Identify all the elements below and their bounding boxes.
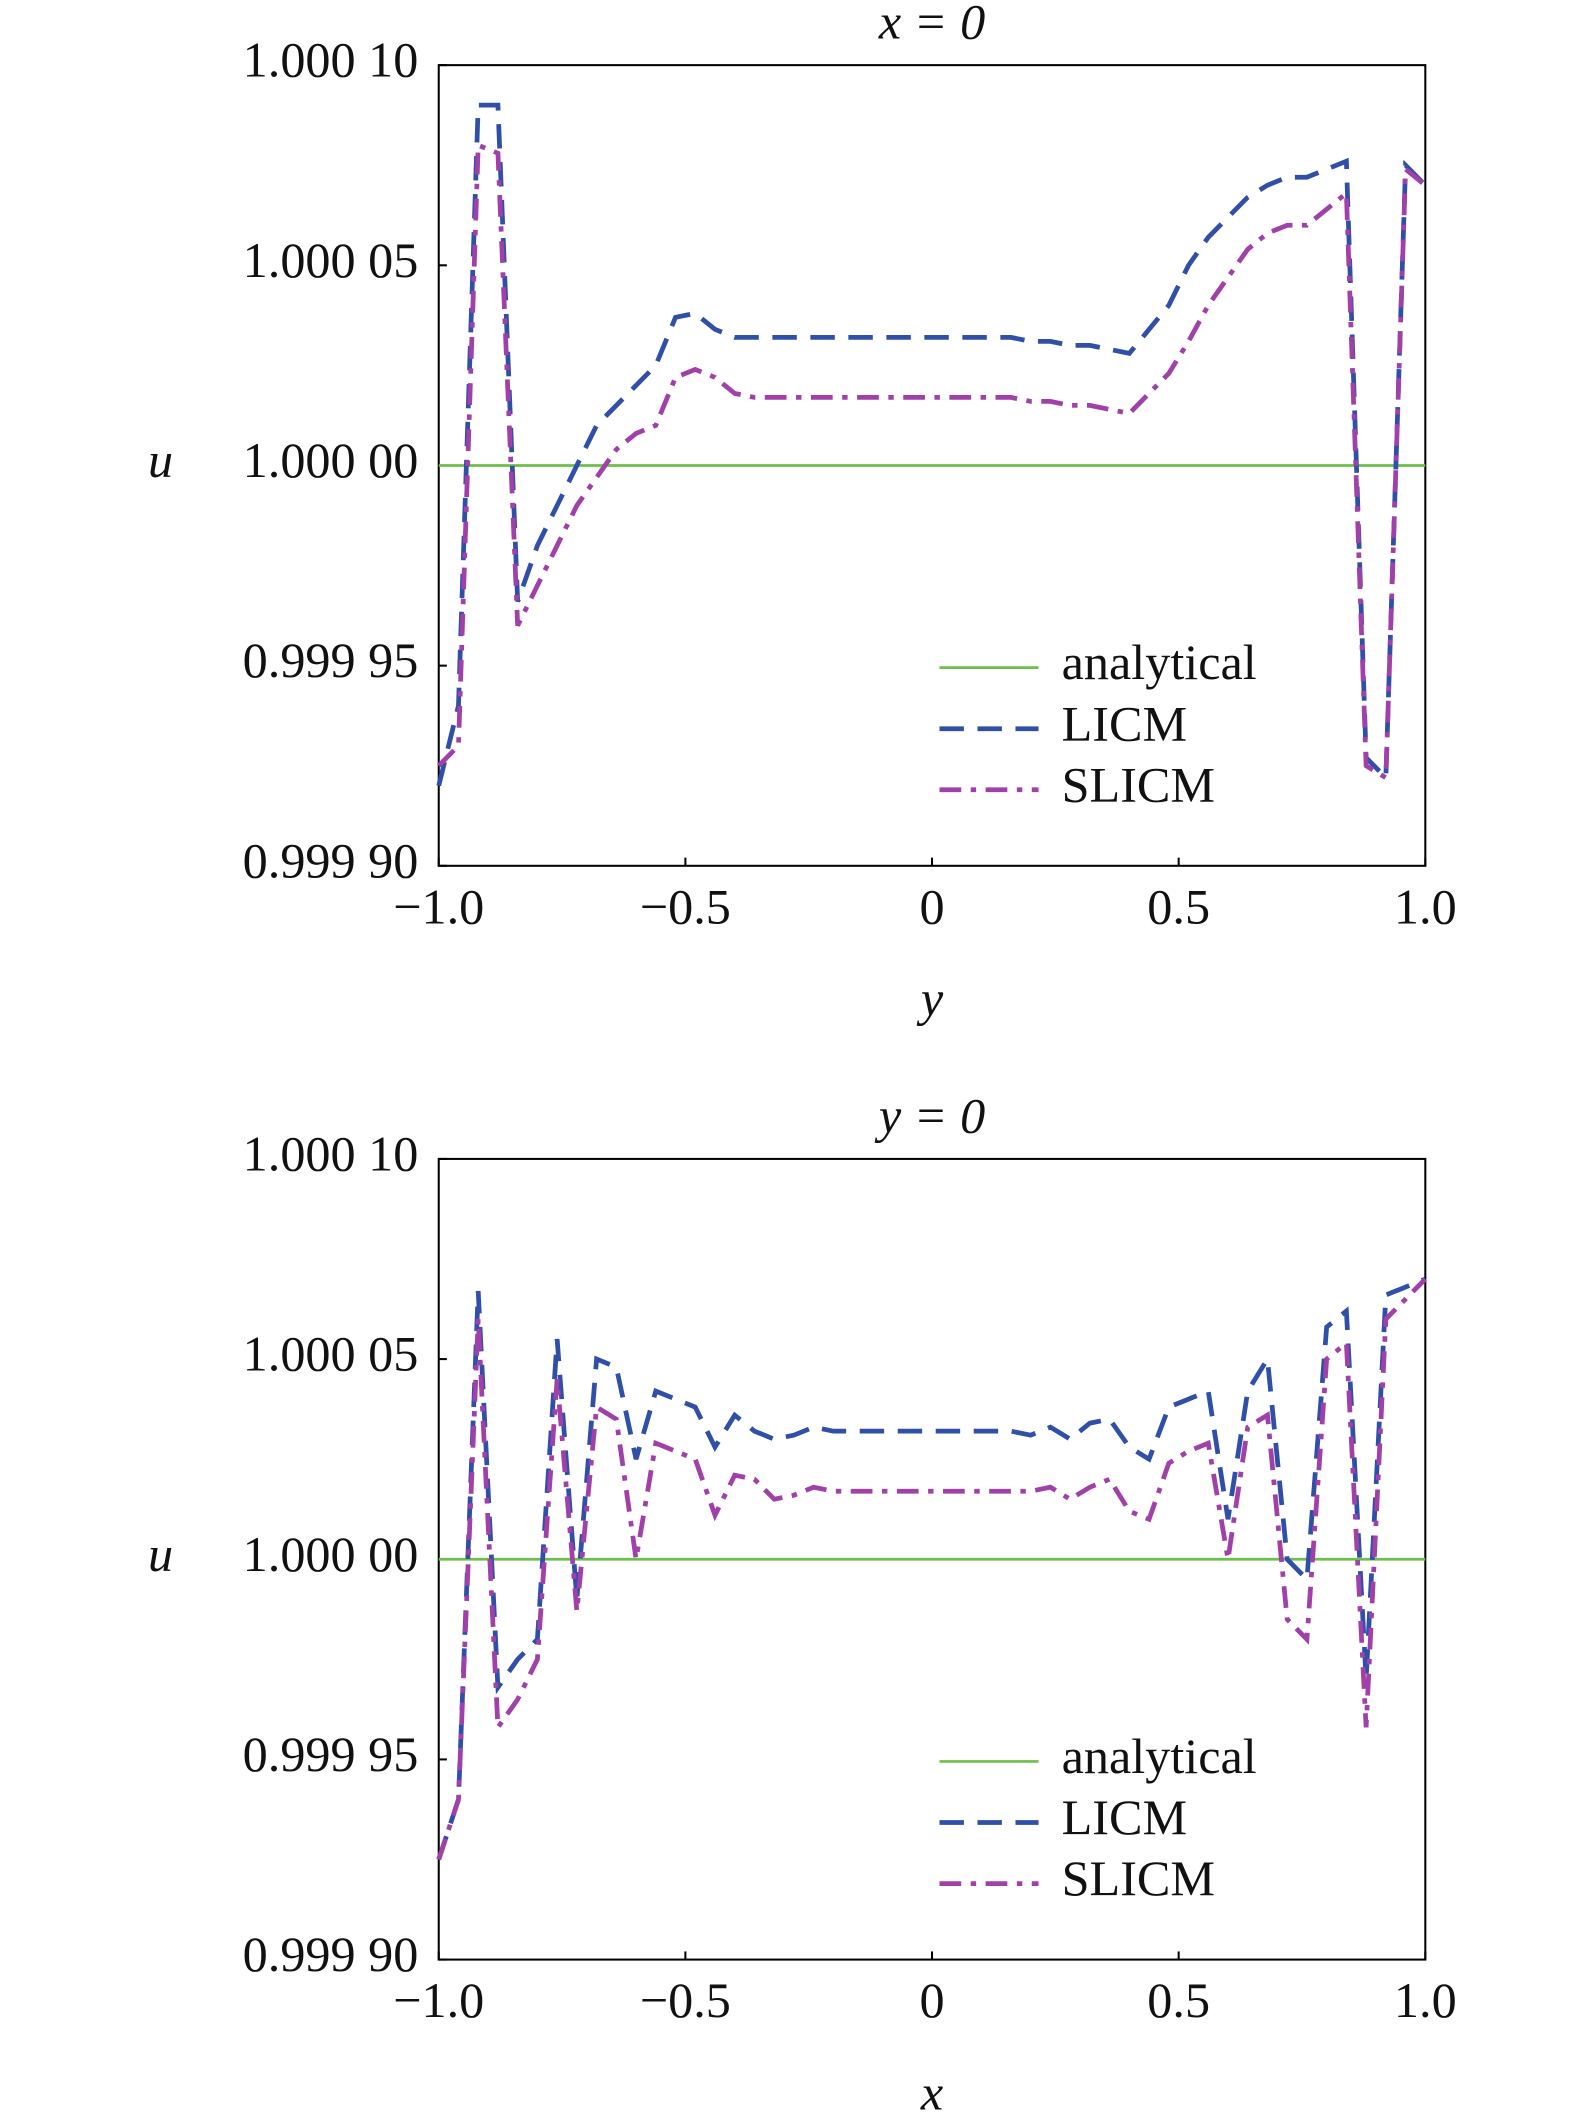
x-tick-label: −1.0: [393, 1972, 484, 2028]
y-axis-label: u: [148, 432, 173, 488]
legend-label: LICM: [1062, 695, 1188, 751]
x-axis-label: y: [916, 971, 944, 1027]
x-tick-label: 0.5: [1147, 878, 1210, 934]
x-tick-label: −0.5: [640, 878, 731, 934]
chart-title: x = 0: [878, 0, 985, 50]
series-line: [436, 1276, 1427, 1861]
y-tick-label: 1.000 00: [243, 432, 419, 488]
y-tick-label: 1.000 00: [243, 1526, 419, 1582]
y-tick-label: 1.000 05: [243, 1326, 419, 1382]
y-tick-label: 1.000 05: [243, 232, 419, 288]
x-tick-label: 0.5: [1147, 1972, 1210, 2028]
y-tick-label: 0.999 90: [243, 1926, 419, 1982]
series-line: [436, 102, 1428, 787]
x-tick-label: −1.0: [393, 878, 484, 934]
x-tick-label: 1.0: [1394, 878, 1457, 934]
x-axis-label: x: [920, 2065, 943, 2117]
legend-label: SLICM: [1062, 1850, 1215, 1906]
legend-label: LICM: [1062, 1789, 1188, 1845]
x-tick-label: 0: [919, 878, 944, 934]
y-axis-label: u: [148, 1526, 173, 1582]
x-tick-label: −0.5: [640, 1972, 731, 2028]
chart-title: y = 0: [874, 1087, 985, 1143]
y-tick-label: 0.999 95: [243, 632, 419, 688]
y-tick-label: 0.999 90: [243, 832, 419, 888]
legend-label: SLICM: [1062, 756, 1215, 812]
legend-label: analytical: [1062, 1728, 1257, 1784]
x-tick-label: 1.0: [1394, 1972, 1457, 2028]
y-tick-label: 1.000 10: [243, 32, 419, 88]
y-tick-label: 1.000 10: [243, 1125, 419, 1181]
x-tick-label: 0: [919, 1972, 944, 2028]
series-line: [436, 1277, 1428, 1861]
legend-label: analytical: [1062, 634, 1257, 690]
series-line: [437, 141, 1427, 782]
y-tick-label: 0.999 95: [243, 1726, 419, 1782]
